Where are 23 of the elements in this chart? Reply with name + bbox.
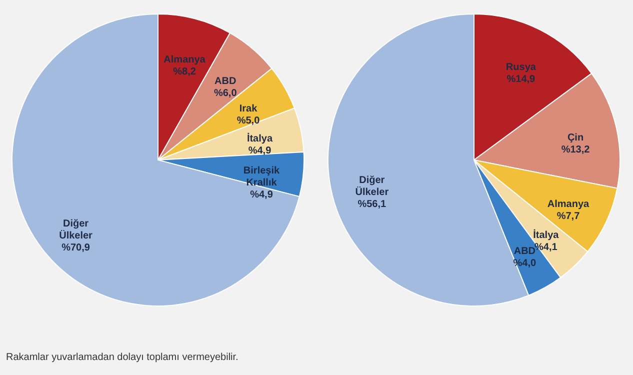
data-label: %14,9 [506,74,536,86]
slice-label: Çin [567,132,584,144]
slice-label: Diğer Ülkeler [355,174,389,198]
slice-label: ABD [514,246,536,257]
slice-label: İtalya [246,132,273,144]
data-label: %56,1 [358,198,387,210]
data-label: %70,9 [62,242,90,254]
slice-label: Irak [239,103,258,114]
data-label: %8,2 [173,66,196,78]
slice-label: Birleşik Krallık [243,165,280,188]
slice-label: Almanya [164,54,206,66]
slice-label: İtalya [533,229,560,242]
data-label: %4,9 [250,189,274,200]
slice-label: Almanya [547,198,590,210]
text: Rakamlar yuvarlamadan dolayı toplamı vermeyebilir. [6,352,240,363]
data-label: %13,2 [561,144,590,156]
data-label: %6,0 [214,88,238,99]
data-label: %5,0 [236,115,260,126]
data-label: %4,9 [248,145,272,156]
slice-label: Diğer Ülkeler [59,218,93,242]
slice-label: ABD [214,76,236,87]
data-label: %7,7 [556,210,580,222]
slice-label: Rusya [506,62,536,74]
